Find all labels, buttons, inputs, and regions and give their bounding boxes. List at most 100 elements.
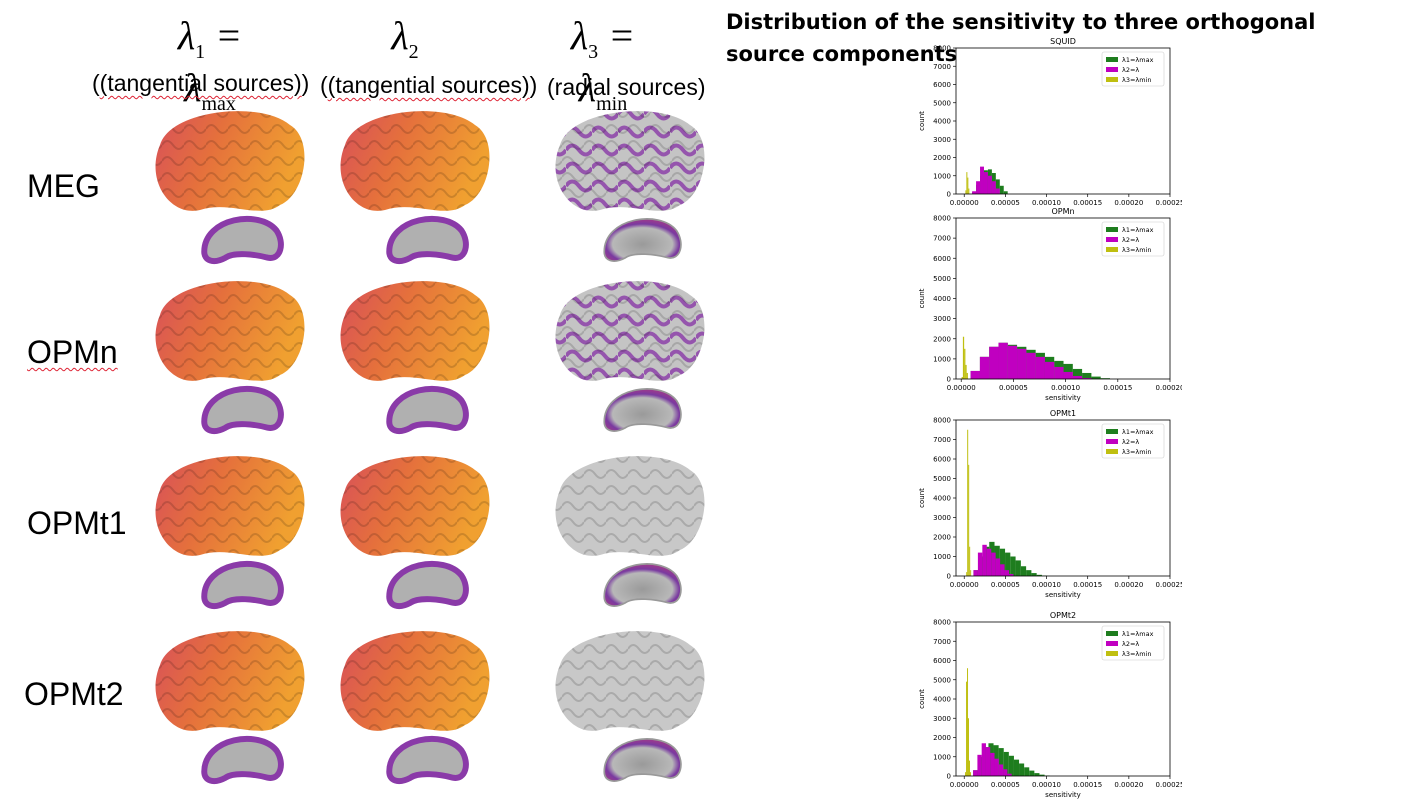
x-tick-label: 0.00015 <box>1073 781 1102 789</box>
brain-r0-c0 <box>155 111 305 265</box>
y-tick-label: 5000 <box>933 676 951 684</box>
x-tick-label: 0.00010 <box>1051 384 1080 392</box>
y-tick-label: 8000 <box>933 45 951 53</box>
bar-1-0 <box>973 570 978 576</box>
x-tick-label: 0.00000 <box>950 581 979 589</box>
bar-0-5 <box>999 548 1006 576</box>
y-tick-label: 7000 <box>933 638 951 646</box>
brain-medial-view <box>603 563 682 607</box>
bar-0-7 <box>999 185 1004 194</box>
row-label-meg: MEG <box>27 168 100 204</box>
bar-2-4 <box>970 570 972 576</box>
x-tick-label: 0.00010 <box>1032 581 1061 589</box>
bar-1-6 <box>1026 352 1036 379</box>
brain-gyri-texture <box>340 281 490 381</box>
brain-medial-view <box>201 735 284 785</box>
brain-medial-view <box>603 738 682 782</box>
bar-0-11 <box>1029 770 1035 776</box>
bar-1-8 <box>1007 773 1012 776</box>
y-tick-label: 4000 <box>933 118 951 126</box>
chart-squid: SQUID 0 1000 2000 3000 4000 5000 6000 7000 8000 0.… <box>918 37 1182 207</box>
x-tick-label: 0.00010 <box>1032 781 1061 789</box>
y-tick-label: 3000 <box>933 315 951 323</box>
legend-swatch <box>1106 449 1118 454</box>
legend-label: λ2=λ <box>1122 66 1139 74</box>
brain-gyri-texture <box>555 281 705 381</box>
brain-gyri-texture <box>155 456 305 556</box>
bar-1-5 <box>1017 348 1027 379</box>
brain-r0-c1 <box>340 111 490 265</box>
y-tick-label: 5000 <box>933 275 951 283</box>
col2-subheading: ((tangential sources)) <box>320 72 538 98</box>
x-tick-label: 0.00020 <box>1156 384 1182 392</box>
y-tick-label: 4000 <box>933 696 951 704</box>
bar-0-10 <box>1026 570 1032 576</box>
brain-r2-c1 <box>340 456 490 610</box>
brain-r1-c0 <box>155 281 305 435</box>
y-tick-label: 2000 <box>933 335 951 343</box>
legend-swatch <box>1106 247 1118 252</box>
bar-0-10 <box>1063 363 1073 379</box>
bar-1-7 <box>1035 356 1045 379</box>
row-label-opmn: OPMn <box>27 334 118 370</box>
bar-0-13 <box>1039 774 1045 776</box>
y-tick-label: 8000 <box>933 215 951 223</box>
bar-1-4 <box>1007 345 1018 379</box>
bar-1-0 <box>973 770 978 776</box>
x-axis-label: sensitivity <box>1045 591 1081 599</box>
brain-medial-view <box>201 385 284 435</box>
x-tick-label: 0.00005 <box>991 781 1020 789</box>
bar-2-0 <box>966 572 968 576</box>
x-axis-label: sensitivity <box>1045 394 1081 402</box>
y-tick-label: 3000 <box>933 514 951 522</box>
bar-1-1 <box>979 356 990 379</box>
bar-2-0 <box>965 772 967 776</box>
bar-1-2 <box>982 544 987 576</box>
bar-1-4 <box>987 175 992 194</box>
y-tick-label: 6000 <box>933 81 951 89</box>
y-tick-label: 1000 <box>933 553 951 561</box>
brain-medial-view <box>603 218 682 262</box>
legend-label: λ2=λ <box>1122 236 1139 244</box>
bar-2-2 <box>967 668 969 776</box>
bar-1-6 <box>1000 564 1005 576</box>
brain-medial-view <box>386 560 469 610</box>
y-tick-label: 3000 <box>933 136 951 144</box>
legend-swatch <box>1106 641 1118 646</box>
legend-swatch <box>1106 651 1118 656</box>
x-axis-label: sensitivity <box>1045 791 1081 799</box>
bar-0-8 <box>1013 759 1020 776</box>
bar-2-3 <box>968 188 970 194</box>
y-tick-label: 6000 <box>933 456 951 464</box>
brain-medial-view <box>386 215 469 265</box>
y-tick-label: 7000 <box>933 235 951 243</box>
y-tick-label: 4000 <box>933 495 951 503</box>
bar-0-6 <box>1005 552 1011 576</box>
bar-2-1 <box>962 336 965 379</box>
row-label-opmt1: OPMt1 <box>27 505 127 541</box>
bar-0-7 <box>1010 556 1016 576</box>
y-tick-label: 0 <box>947 573 951 581</box>
legend-label: λ1=λmax <box>1122 226 1154 234</box>
brain-r2-c0 <box>155 456 305 610</box>
y-tick-label: 6000 <box>933 255 951 263</box>
legend-label: λ1=λmax <box>1122 428 1154 436</box>
brain-gyri-texture <box>155 111 305 211</box>
bar-1-10 <box>1063 371 1073 379</box>
bar-1-8 <box>1009 574 1014 576</box>
bar-0-8 <box>1015 560 1021 576</box>
bar-0-5 <box>998 748 1004 776</box>
bar-0-8 <box>1003 191 1008 194</box>
chart-title: OPMn <box>1051 207 1074 216</box>
bar-1-4 <box>991 552 996 576</box>
chart-title: SQUID <box>1050 37 1076 46</box>
bar-2-1 <box>966 681 968 776</box>
bar-1-3 <box>998 342 1008 379</box>
bar-1-0 <box>970 370 980 379</box>
bar-2-4 <box>966 372 968 379</box>
legend-swatch <box>1106 67 1118 72</box>
bar-1-6 <box>995 188 1000 194</box>
y-tick-label: 2000 <box>933 534 951 542</box>
x-tick-label: 0.00000 <box>950 781 979 789</box>
x-tick-label: 0.00015 <box>1073 581 1102 589</box>
